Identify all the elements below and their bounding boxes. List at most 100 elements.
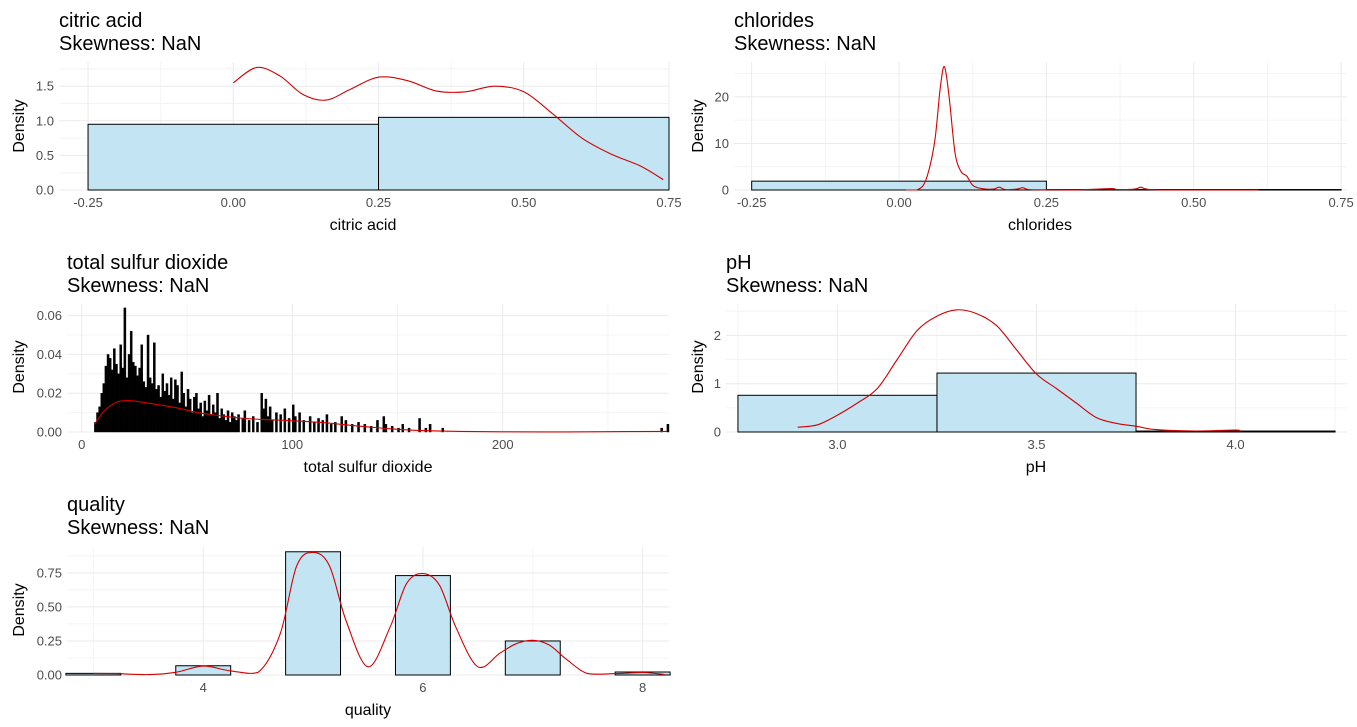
x-tick-label: 0 [78,437,85,452]
y-tick-label: 0.25 [37,633,62,648]
histogram-bar [660,427,663,433]
histogram-bar [129,330,133,433]
histogram-bar [119,344,122,433]
histogram-bar [172,398,175,433]
histogram-bar [308,416,312,433]
y-tick-label: 1.0 [36,113,54,128]
panel-total-sulfur-dioxide: total sulfur dioxide Skewness: NaN 0.00 0… [11,252,670,476]
histogram-bar [737,394,938,433]
y-tick-label: 20 [715,89,729,104]
histogram-bar [418,418,421,433]
x-tick-label: 4.0 [1226,437,1244,452]
y-axis-title: Density [690,340,707,393]
histogram-bar [161,373,165,433]
x-tick-label: 0.00 [221,195,246,210]
histogram-bar [176,385,179,433]
histogram-bar [163,391,167,433]
histogram-bar [117,373,120,433]
histogram-bar [260,393,263,433]
x-axis-title: quality [345,702,391,719]
histogram-bar [235,420,238,433]
histogram-bar [169,377,173,433]
histogram-bar [224,420,228,433]
panel-subtitle: Skewness: NaN [726,275,868,297]
histogram-bar [98,406,101,433]
x-axis-title: total sulfur dioxide [304,459,433,476]
panel-subtitle: Skewness: NaN [59,33,201,55]
y-tick-label: 0 [722,183,729,198]
y-tick-label: 0.02 [37,386,62,401]
x-tick-label: 3.5 [1027,437,1045,452]
histogram-bar [287,418,291,433]
histogram-bar [102,383,106,433]
histogram-bar [115,363,118,433]
x-axis-title: pH [1026,459,1046,476]
x-tick-label: -0.25 [73,195,103,210]
histogram-bar [220,408,223,433]
histogram-bar [218,418,221,433]
histogram-bar [148,377,152,433]
histogram-bar [165,383,169,433]
histogram-bar [155,389,158,433]
y-tick-label: 0.75 [37,565,62,580]
panel-title: total sulfur dioxide [67,252,228,274]
histogram-bar [157,385,160,433]
histogram-bar [363,424,367,433]
histogram-bar [275,412,278,433]
y-tick-label: 0.00 [37,668,62,683]
histogram-bar [302,420,306,433]
y-axis-title: Density [11,99,28,152]
histogram-bar [376,420,379,433]
histogram-bar [313,422,316,433]
histogram-bar [203,400,207,433]
histogram-bar [350,424,354,433]
panel-citric-acid: citric acid Skewness: NaN 0.0 0.5 1.0 1.5 -0… [11,10,682,234]
density-curve [93,551,665,676]
x-tick-label: 6 [419,680,426,695]
histogram-bar [106,354,110,433]
histogram-bar [237,414,240,433]
y-tick-label: 2 [714,328,721,343]
panel-title: citric acid [59,10,142,32]
histogram-bar [140,344,143,433]
histogram-bar [134,365,137,433]
histogram-bar [96,412,99,433]
y-axis-title: Density [690,99,707,152]
y-axis-title: Density [11,583,28,636]
y-axis-title: Density [11,340,28,393]
histogram-bar [357,422,360,433]
histogram-bar [142,381,146,433]
histogram-bar [378,116,670,191]
histogram-bar [87,123,380,191]
histogram-bar [182,393,186,433]
histogram-bar [270,420,274,433]
histogram-bar [285,551,342,676]
x-tick-label: 3.0 [828,437,846,452]
histogram-bar [174,379,177,433]
histogram-bar [222,414,226,433]
y-tick-label: 0.00 [37,425,62,440]
histogram-bar [329,424,333,433]
y-tick-label: 10 [715,136,729,151]
x-tick-label: 200 [492,437,514,452]
x-tick-label: 0.25 [1034,195,1059,210]
histogram-bar [193,396,196,433]
x-axis-title: chlorides [1008,217,1072,234]
y-tick-label: 0.5 [36,148,54,163]
histogram-bar [243,410,247,433]
histogram-bar [344,420,348,433]
histogram-bar [108,358,112,433]
histogram-bar [190,412,194,433]
panel-subtitle: Skewness: NaN [67,275,209,297]
histogram-bar [397,427,400,433]
histogram-bar [428,424,432,433]
plot-area: 0.00 0.02 0.04 0.06 0 100 200 [37,304,670,452]
histogram-bar [159,396,162,433]
histogram-bar [167,394,171,433]
panel-chlorides: chlorides Skewness: NaN 0 10 20 -0.25 0.00 0.… [690,10,1354,234]
histogram-bar [146,334,150,433]
density-curve [93,400,667,433]
histogram-bar [1135,430,1336,433]
x-tick-label: 0.50 [1181,195,1206,210]
